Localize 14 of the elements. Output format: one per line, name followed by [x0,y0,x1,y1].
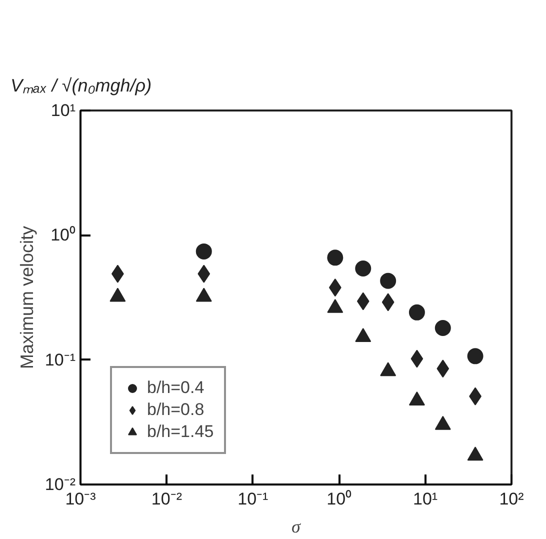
x-tick-label: 10⁻¹ [238,490,269,508]
x-tick-label: 10¹ [413,490,438,508]
y-tick-label: 10⁻¹ [44,350,76,370]
legend-label: b/h=0.4 [147,378,204,398]
y-tick-label: 10⁰ [50,226,76,245]
legend-label: b/h=0.8 [147,400,204,420]
y-axis-title: Maximum velocity [16,226,37,370]
text: Vₘₐₓ / √(n₀mgh/ρ) [10,76,152,96]
x-tick-label: 10⁰ [326,490,352,508]
legend-label: b/h=1.45 [147,422,214,442]
x-tick-label: 10² [499,490,524,508]
x-axis-title: σ [292,516,302,536]
x-tick-label: 10⁻² [151,490,182,508]
y-tick-label: 10¹ [50,101,76,120]
